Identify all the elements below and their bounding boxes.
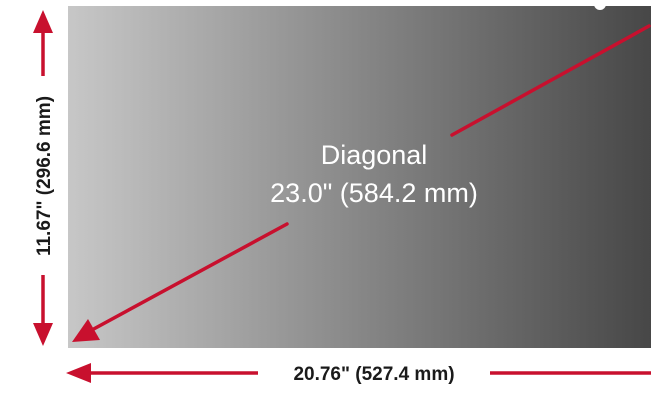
diagonal-measurement: 23.0" (584.2 mm): [270, 178, 478, 208]
width-arrowhead-left: [66, 363, 91, 383]
width-label: 20.76" (527.4 mm): [293, 364, 454, 385]
height-arrowhead-down: [33, 323, 53, 346]
diagonal-arrow-lower-segment: [88, 222, 289, 333]
corner-notch: [594, 0, 606, 10]
diagonal-arrowhead: [72, 319, 100, 342]
diagonal-title: Diagonal: [321, 140, 428, 170]
height-arrowhead-up: [33, 10, 53, 33]
height-arrow: [33, 10, 53, 346]
height-label: 11.67" (296.6 mm): [34, 96, 55, 256]
width-arrow: [66, 363, 651, 383]
diagonal-arrow: [88, 24, 651, 333]
diagonal-arrow-upper-segment: [450, 24, 651, 137]
